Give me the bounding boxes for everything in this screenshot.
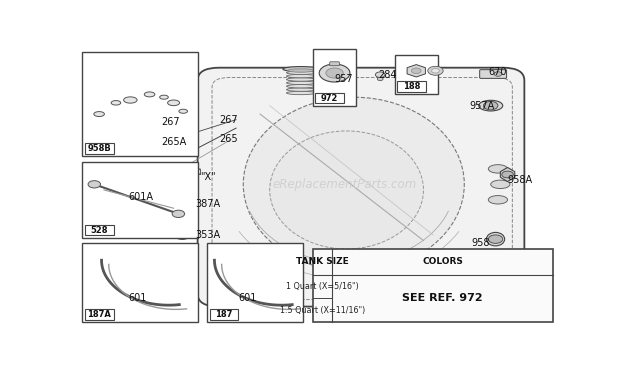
Ellipse shape	[283, 66, 319, 72]
Text: 528: 528	[91, 226, 108, 235]
Circle shape	[326, 68, 343, 78]
Text: 958A: 958A	[508, 175, 533, 185]
Text: 958: 958	[471, 238, 490, 248]
Text: 265A: 265A	[162, 137, 187, 147]
Ellipse shape	[286, 74, 316, 78]
Ellipse shape	[288, 69, 314, 72]
Text: TANK SIZE: TANK SIZE	[296, 257, 349, 266]
Text: 958B: 958B	[87, 144, 111, 153]
Ellipse shape	[489, 196, 508, 204]
Ellipse shape	[286, 88, 316, 91]
Circle shape	[489, 235, 503, 243]
Text: 601: 601	[128, 293, 146, 303]
Text: 188: 188	[403, 82, 420, 91]
Circle shape	[432, 69, 440, 73]
Polygon shape	[407, 65, 425, 77]
Ellipse shape	[286, 85, 316, 88]
Bar	[85, 309, 113, 320]
Text: SEE REF. 972: SEE REF. 972	[402, 293, 483, 303]
Ellipse shape	[286, 78, 316, 81]
Text: 957: 957	[335, 74, 353, 84]
Text: eReplacementParts.com: eReplacementParts.com	[272, 178, 416, 191]
Ellipse shape	[491, 180, 510, 189]
Bar	[85, 143, 113, 154]
Ellipse shape	[479, 100, 503, 111]
FancyBboxPatch shape	[198, 68, 525, 307]
Circle shape	[428, 66, 443, 75]
Text: COLORS: COLORS	[422, 257, 463, 266]
Ellipse shape	[111, 101, 121, 105]
Circle shape	[412, 68, 421, 74]
Ellipse shape	[489, 165, 508, 173]
Bar	[394, 55, 438, 95]
Ellipse shape	[167, 100, 180, 105]
Text: 265: 265	[219, 134, 238, 144]
Ellipse shape	[286, 81, 316, 85]
Ellipse shape	[123, 97, 137, 103]
Text: 187: 187	[215, 310, 232, 319]
Circle shape	[171, 194, 195, 208]
Ellipse shape	[487, 233, 505, 246]
Text: 187A: 187A	[87, 310, 111, 319]
Bar	[85, 225, 113, 235]
Circle shape	[502, 171, 513, 178]
Text: 601A: 601A	[128, 192, 153, 202]
Text: 267: 267	[162, 118, 180, 127]
Circle shape	[88, 181, 100, 188]
Polygon shape	[500, 168, 515, 181]
Circle shape	[172, 210, 185, 218]
Text: 972: 972	[321, 93, 339, 103]
Bar	[207, 243, 303, 322]
Ellipse shape	[144, 92, 155, 97]
Text: 284: 284	[378, 70, 396, 80]
Ellipse shape	[179, 109, 187, 113]
FancyBboxPatch shape	[480, 70, 507, 78]
Ellipse shape	[286, 71, 316, 74]
Ellipse shape	[286, 91, 316, 95]
Bar	[397, 81, 426, 92]
Bar	[313, 249, 553, 322]
Bar	[210, 309, 239, 320]
Text: 267: 267	[219, 115, 238, 125]
Text: 670: 670	[489, 67, 507, 77]
Text: 387A: 387A	[195, 199, 220, 209]
Circle shape	[378, 77, 383, 81]
Circle shape	[491, 250, 500, 255]
Bar	[82, 243, 198, 322]
Circle shape	[375, 72, 385, 77]
Text: 601: 601	[239, 293, 257, 303]
Ellipse shape	[94, 112, 104, 116]
Circle shape	[178, 232, 187, 237]
Bar	[316, 93, 344, 103]
FancyBboxPatch shape	[330, 62, 339, 66]
Text: 957A: 957A	[469, 101, 494, 111]
Ellipse shape	[270, 131, 423, 249]
Bar	[82, 162, 198, 238]
Ellipse shape	[243, 97, 464, 272]
Circle shape	[319, 64, 350, 82]
Circle shape	[174, 229, 191, 239]
Ellipse shape	[160, 95, 168, 99]
Circle shape	[494, 72, 502, 76]
Text: 1.5 Quart (X=11/16"): 1.5 Quart (X=11/16")	[280, 306, 365, 315]
Circle shape	[484, 101, 498, 110]
Circle shape	[177, 197, 190, 205]
Text: "X": "X"	[200, 172, 216, 182]
Bar	[82, 52, 198, 156]
Bar	[313, 49, 356, 105]
Text: 353A: 353A	[195, 230, 220, 240]
Text: 1 Quart (X=5/16"): 1 Quart (X=5/16")	[286, 282, 359, 291]
